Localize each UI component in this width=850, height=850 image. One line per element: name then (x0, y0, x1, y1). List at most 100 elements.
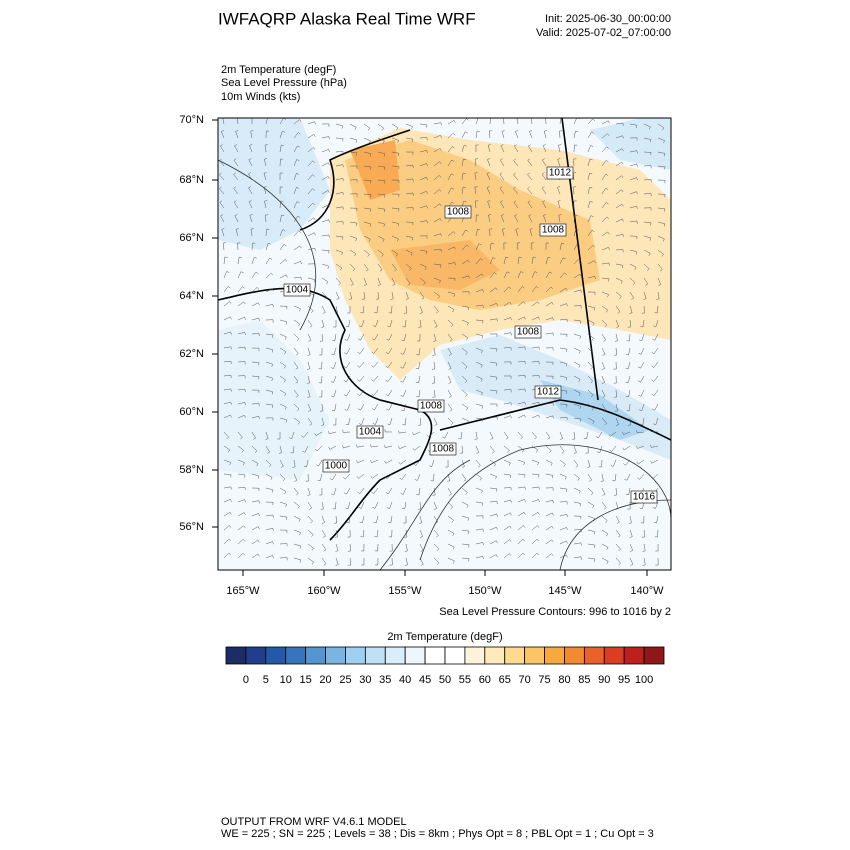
wind-barb (319, 473, 323, 481)
wind-barb (652, 507, 656, 509)
contour-note: Sea Level Pressure Contours: 996 to 1016… (439, 606, 671, 618)
wind-barb (251, 317, 259, 321)
wind-barb (448, 353, 452, 356)
wind-barb (279, 215, 282, 223)
wind-barb (601, 473, 604, 481)
wind-barb (286, 274, 288, 278)
wind-barb (523, 301, 526, 304)
wind-barb (621, 175, 624, 179)
wind-barb (279, 145, 282, 153)
wind-barb (545, 271, 550, 279)
wind-barb (223, 538, 230, 545)
colorbar-label: 5 (263, 674, 269, 686)
wind-barb (522, 552, 526, 556)
wind-barb (268, 464, 272, 468)
wind-barb (342, 476, 346, 480)
wind-barb (601, 361, 605, 369)
wind-barb (264, 200, 268, 202)
wind-barb (433, 473, 435, 481)
wind-barb (265, 514, 273, 517)
wind-barb (643, 221, 651, 223)
wind-barb (461, 529, 469, 532)
wind-barb (321, 557, 327, 564)
wind-barb (503, 257, 506, 265)
wind-barb (377, 207, 385, 210)
wind-barb (601, 417, 607, 424)
wind-barb (346, 487, 351, 495)
wind-barb (517, 525, 524, 531)
wind-barb (587, 487, 594, 494)
wind-barb (587, 319, 595, 324)
wind-barb (251, 361, 259, 363)
wind-barb (601, 515, 608, 521)
wind-barb (420, 563, 424, 566)
wind-barb (545, 512, 553, 517)
wind-barb (640, 347, 645, 355)
wind-barb (614, 410, 618, 412)
wind-barb (309, 507, 312, 510)
wind-barb (349, 543, 351, 551)
wind-barb (414, 479, 418, 481)
wind-barb (377, 284, 381, 286)
wind-barb (436, 548, 440, 552)
wind-barb (509, 525, 512, 529)
wind-barb (418, 487, 421, 495)
wind-barb (433, 361, 436, 369)
wind-barb (488, 215, 491, 223)
wind-barb (327, 266, 329, 269)
wind-barb (603, 339, 606, 342)
wind-barb (307, 382, 310, 384)
wind-barb (520, 437, 523, 440)
wind-barb (619, 296, 622, 299)
wind-barb (329, 445, 337, 450)
wind-barb (503, 459, 511, 464)
wind-barb (293, 187, 297, 195)
wind-barb (517, 257, 520, 265)
wind-barb (397, 223, 400, 227)
wind-barb (500, 215, 505, 223)
wind-barb (234, 144, 238, 147)
wind-barb (293, 230, 299, 237)
wind-barb (623, 431, 631, 435)
wind-barb (510, 415, 512, 419)
wind-barb (283, 244, 287, 247)
wind-barb (453, 293, 455, 297)
wind-barb (475, 258, 481, 265)
wind-barb (447, 173, 452, 181)
wind-barb (515, 131, 519, 139)
wind-barb (551, 302, 554, 305)
wind-barb (489, 459, 496, 465)
wind-barb (419, 305, 423, 313)
wind-barb (559, 431, 563, 439)
wind-barb (531, 401, 539, 405)
wind-barb (593, 260, 596, 264)
wind-barb (615, 333, 618, 341)
wind-barb (235, 130, 239, 132)
wind-barb (531, 499, 539, 503)
wind-barb (481, 405, 483, 409)
wind-barb (404, 501, 407, 509)
colorbar-box (384, 646, 406, 665)
wind-barb (237, 499, 245, 503)
wind-barb (433, 305, 439, 312)
wind-barb (657, 221, 665, 224)
wind-barb (500, 201, 505, 209)
wind-barb (315, 464, 319, 467)
wind-barb (454, 262, 456, 266)
wind-barb (629, 263, 637, 268)
wind-barb (223, 414, 231, 419)
wind-barb (296, 493, 299, 496)
wind-barb (657, 207, 665, 210)
wind-barb (531, 552, 538, 559)
wind-barb (386, 408, 389, 411)
wind-barb (579, 503, 582, 507)
wind-barb (529, 131, 533, 139)
wind-barb (573, 459, 579, 466)
wind-barb (398, 446, 400, 449)
wind-barb (479, 477, 482, 481)
wind-barb (410, 252, 413, 256)
wind-barb (307, 529, 314, 535)
wind-barb (503, 301, 510, 307)
wind-barb (223, 525, 230, 531)
wind-barb (531, 525, 538, 531)
